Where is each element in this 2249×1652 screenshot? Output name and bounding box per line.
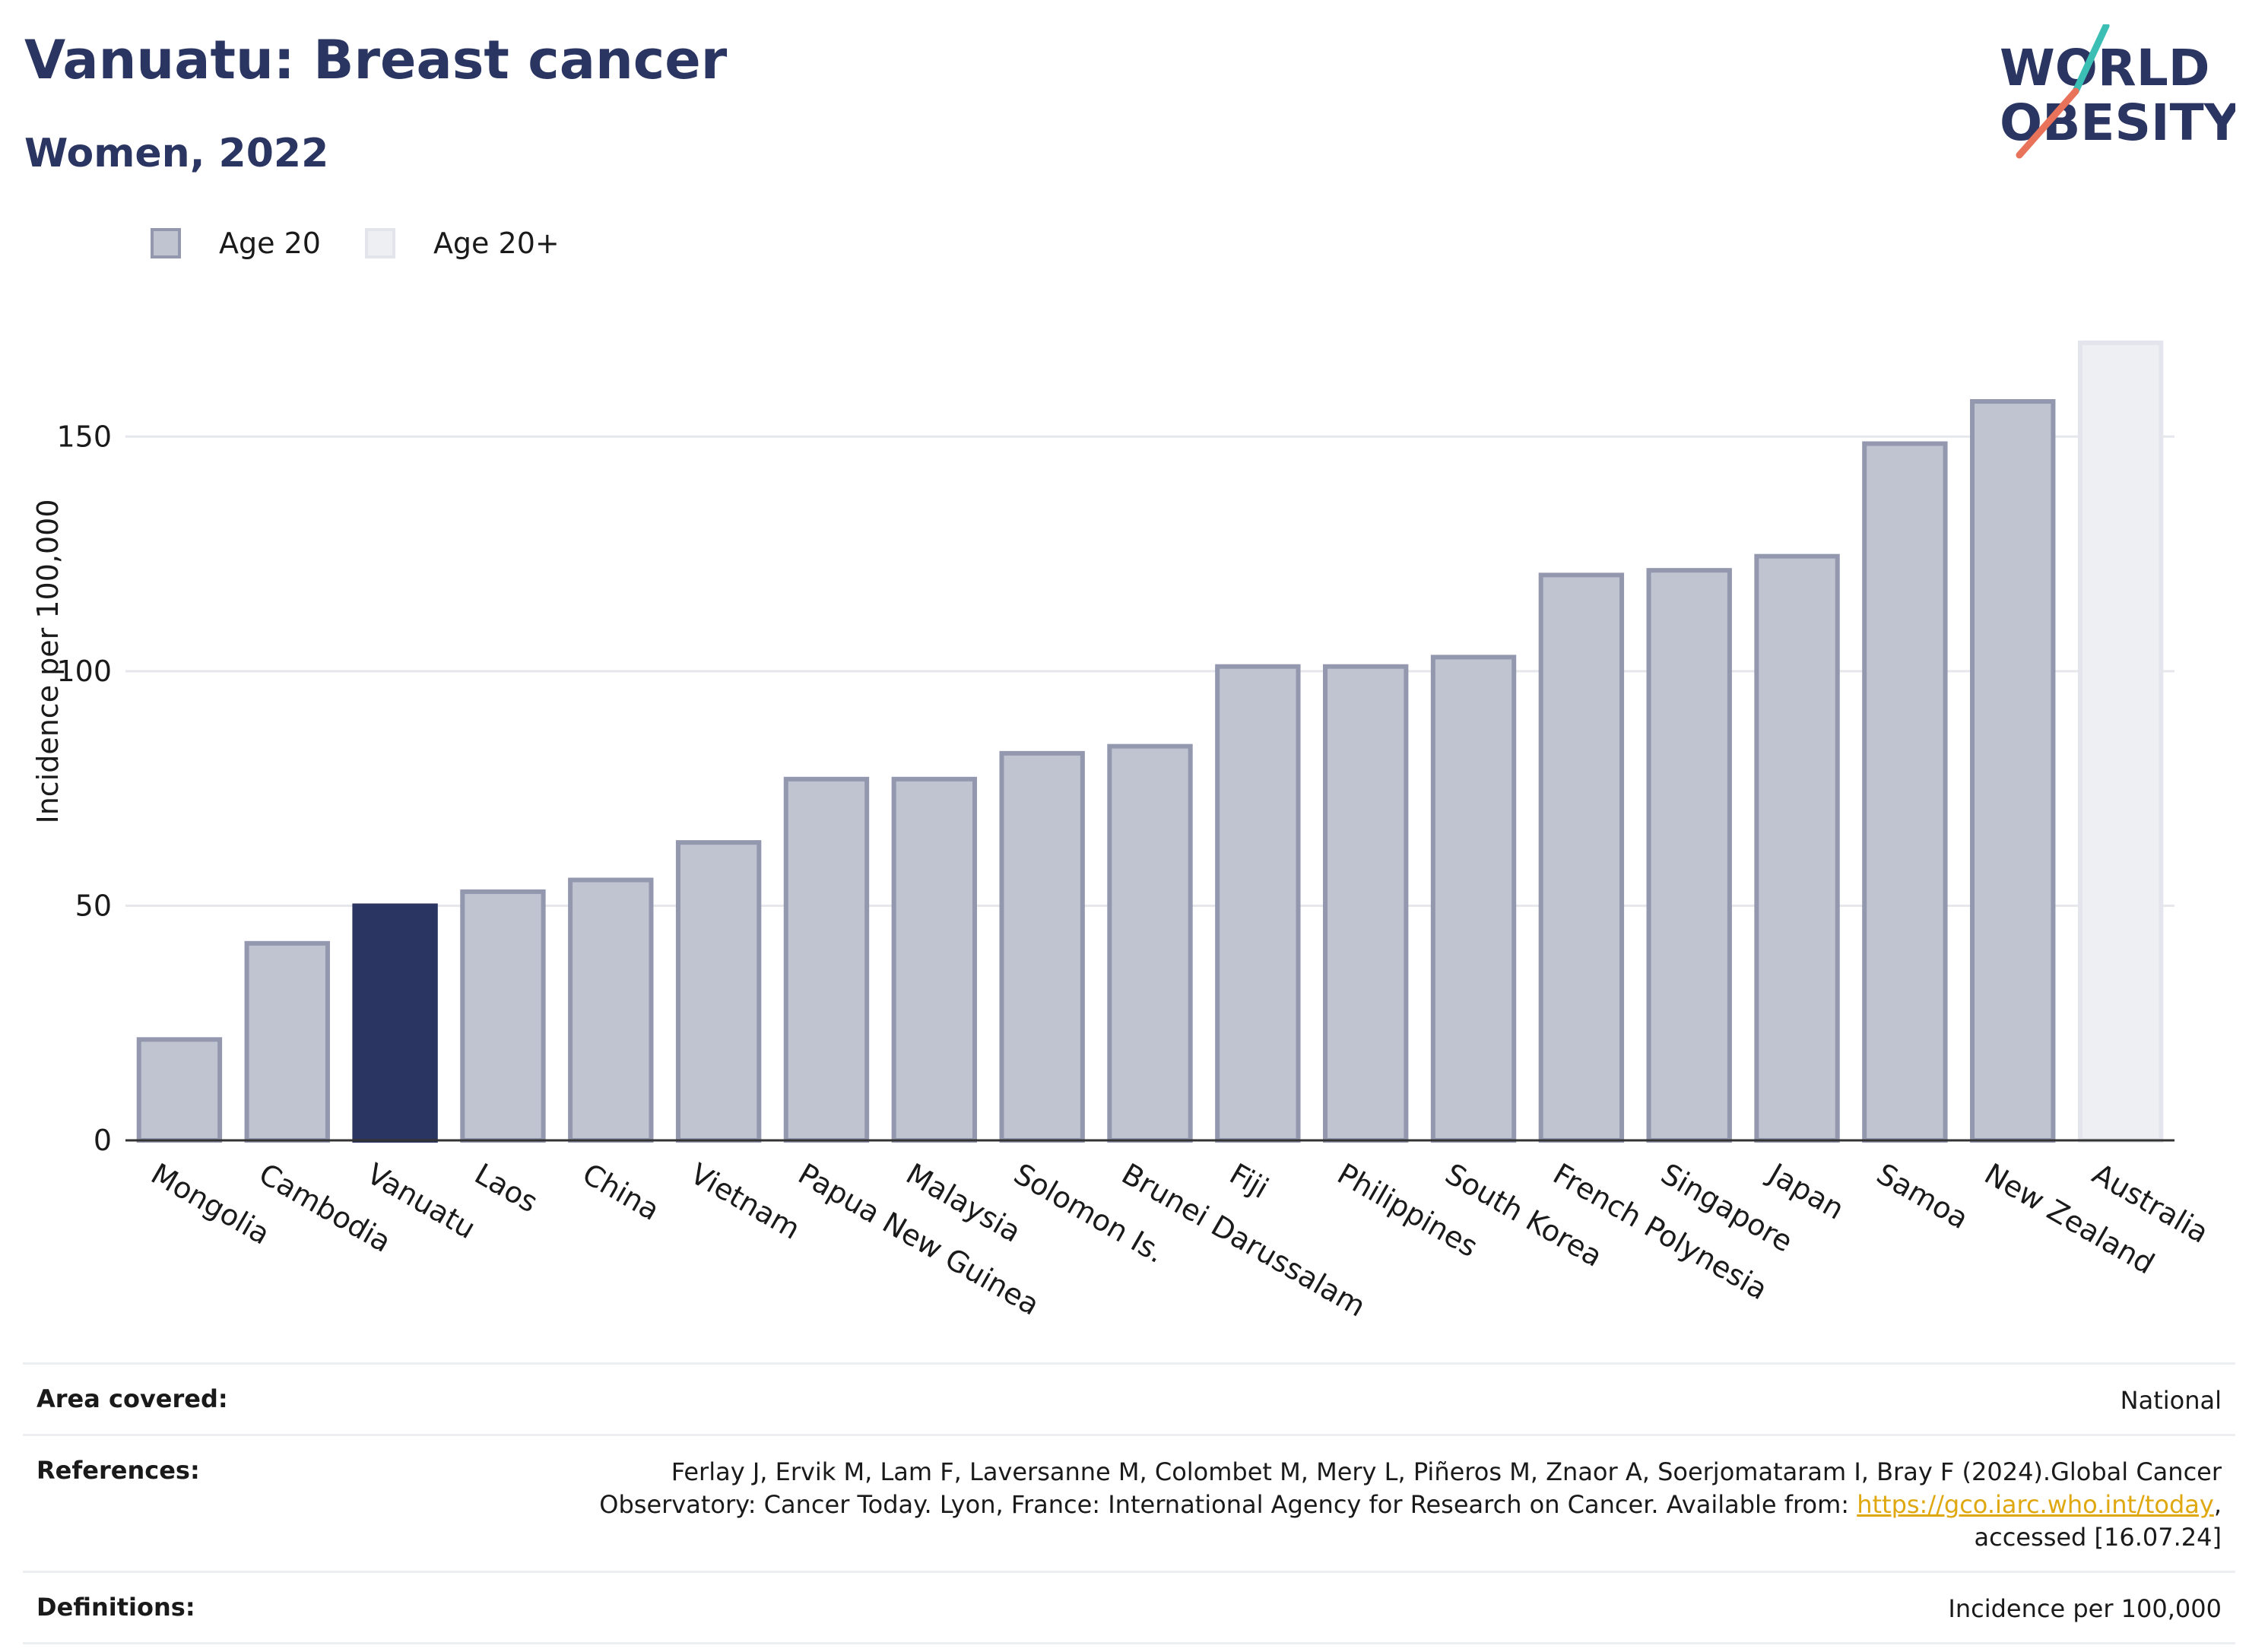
logo-text-obesity: OBESITY bbox=[2000, 94, 2235, 152]
x-tick-label-vietnam: Vietnam bbox=[685, 1157, 806, 1246]
legend-swatch-age-20 bbox=[151, 228, 181, 258]
bar-cambodia bbox=[244, 940, 330, 1143]
y-tick-label-100: 100 bbox=[56, 655, 112, 688]
bar-australia bbox=[2077, 340, 2164, 1143]
bar-singapore bbox=[1646, 568, 1732, 1143]
definitions-label: Definitions: bbox=[36, 1593, 195, 1622]
info-row-definitions: Definitions: Incidence per 100,000 bbox=[23, 1571, 2235, 1644]
chart-title: Vanuatu: Breast cancer bbox=[24, 29, 728, 91]
x-tick-label-fiji: Fiji bbox=[1224, 1157, 1274, 1205]
info-row-area: Area covered: National bbox=[23, 1362, 2235, 1434]
logo-slash-coral bbox=[2016, 87, 2079, 159]
references-label: References: bbox=[36, 1456, 200, 1485]
bar-fiji bbox=[1215, 664, 1301, 1143]
references-line-3: accessed [16.07.24] bbox=[1974, 1523, 2222, 1552]
references-line-1: Ferlay J, Ervik M, Lam F, Laversanne M, … bbox=[671, 1457, 2222, 1486]
definitions-value: Incidence per 100,000 bbox=[1948, 1594, 2222, 1623]
logo-text-world: WORLD bbox=[2000, 39, 2210, 97]
logo-slash-teal bbox=[2072, 24, 2110, 95]
references-link[interactable]: https://gco.iarc.who.int/today bbox=[1857, 1490, 2214, 1519]
area-label: Area covered: bbox=[36, 1384, 228, 1413]
bar-new-zealand bbox=[1970, 399, 2056, 1143]
bar-papua-new-guinea bbox=[783, 776, 870, 1143]
y-tick-label-50: 50 bbox=[75, 889, 112, 922]
y-tick-label-0: 0 bbox=[94, 1124, 112, 1157]
bar-philippines bbox=[1322, 664, 1409, 1143]
bar-laos bbox=[460, 889, 546, 1143]
world-obesity-logo: WORLD OBESITY bbox=[2000, 24, 2235, 159]
references-value: Ferlay J, Ervik M, Lam F, Laversanne M, … bbox=[599, 1456, 2222, 1554]
bar-china bbox=[568, 877, 654, 1143]
bar-malaysia bbox=[891, 776, 978, 1143]
references-line-2: Observatory: Cancer Today. Lyon, France:… bbox=[599, 1490, 1857, 1519]
bar-french-polynesia bbox=[1538, 572, 1625, 1143]
bar-solomon-is bbox=[999, 750, 1085, 1143]
bar-japan bbox=[1754, 553, 1840, 1143]
bar-brunei-darussalam bbox=[1107, 744, 1193, 1143]
bar-vietnam bbox=[675, 840, 762, 1143]
info-row-references: References: Ferlay J, Ervik M, Lam F, La… bbox=[23, 1434, 2235, 1571]
bar-samoa bbox=[1862, 441, 1948, 1143]
bar-south-korea bbox=[1430, 655, 1517, 1143]
x-tick-label-mongolia: Mongolia bbox=[145, 1157, 275, 1251]
x-tick-label-china: China bbox=[577, 1157, 665, 1227]
legend-label-age-20: Age 20 bbox=[219, 227, 321, 260]
x-tick-label-samoa: Samoa bbox=[1871, 1157, 1974, 1236]
chart-subtitle: Women, 2022 bbox=[24, 131, 329, 176]
legend-swatch-age-20-plus bbox=[364, 228, 395, 258]
x-tick-label-laos: Laos bbox=[469, 1157, 544, 1219]
y-tick-label-150: 150 bbox=[56, 420, 112, 453]
info-table: Area covered: National References: Ferla… bbox=[23, 1362, 2235, 1644]
chart-legend: Age 20 Age 20+ bbox=[151, 227, 604, 260]
bar-mongolia bbox=[136, 1037, 223, 1143]
area-value: National bbox=[2120, 1386, 2222, 1415]
references-line-2-end: , bbox=[2213, 1490, 2222, 1519]
bar-vanuatu bbox=[352, 903, 438, 1143]
legend-item-age-20[interactable]: Age 20 bbox=[151, 227, 321, 260]
legend-label-age-20-plus: Age 20+ bbox=[433, 227, 560, 260]
y-axis-label: Incidence per 100,000 bbox=[31, 499, 65, 823]
legend-item-age-20-plus[interactable]: Age 20+ bbox=[364, 227, 560, 260]
